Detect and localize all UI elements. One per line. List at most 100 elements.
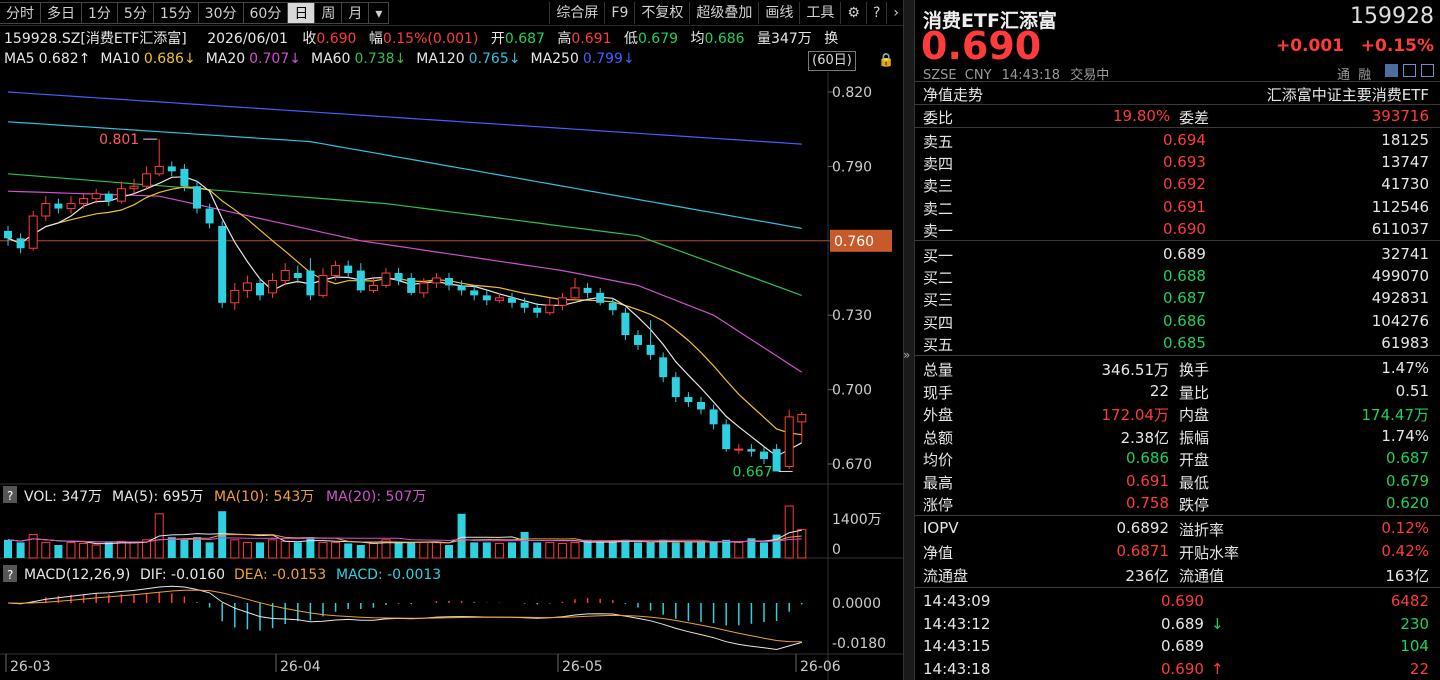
bid-row-0: 买一 0.689 32741: [915, 243, 1440, 266]
ma20-line: [7, 190, 803, 373]
ma-value-3: 0.738↓: [354, 51, 407, 67]
candle-body-down: [394, 273, 403, 281]
index-name: 汇添富中证主要消费ETF: [1266, 86, 1429, 104]
period-tab-7[interactable]: 日: [287, 1, 316, 24]
volume-bar-up: [280, 540, 290, 559]
stat-label: 流通盘: [923, 567, 969, 585]
candle-body-up: [734, 448, 744, 451]
candle-body-down: [193, 186, 201, 209]
toolbar-tool-2[interactable]: 不复权: [634, 1, 689, 24]
stat-label: 最高: [923, 473, 954, 492]
date-tick-label: 26-05: [562, 659, 603, 675]
candle-body-down: [356, 270, 365, 291]
candle-body-up: [142, 173, 152, 187]
volume-bar-up: [368, 542, 378, 559]
volume-bar-up: [318, 541, 328, 559]
toolbar-tool-1[interactable]: F9: [604, 1, 634, 24]
volume-bar-down: [104, 542, 113, 558]
tick-time: 14:43:18: [923, 659, 991, 678]
toolbar-tool-3[interactable]: 超级叠加: [689, 1, 758, 24]
volume-bar-down: [760, 542, 768, 558]
bid-price: 0.685: [1163, 333, 1206, 352]
candle-body-up: [419, 282, 429, 294]
period-tab-2[interactable]: 1分: [81, 1, 118, 24]
period-tab-8[interactable]: 周: [314, 1, 343, 24]
close-value: 0.690: [316, 31, 357, 47]
volume-bar-down: [772, 534, 781, 558]
period-tab-4[interactable]: 15分: [152, 1, 199, 24]
period-tab-3[interactable]: 5分: [116, 1, 154, 24]
market-status-line: SZSE CNY 14:43:18 交易中: [923, 64, 1109, 83]
stat-value: 2.38亿: [1120, 428, 1169, 447]
volume-bar-up: [79, 542, 89, 559]
bid-volume: 492831: [1371, 289, 1429, 308]
popout-icon[interactable]: [1421, 64, 1434, 77]
edit-icon[interactable]: [1385, 64, 1398, 77]
wb-value: 19.80%: [1113, 107, 1171, 125]
candle-body-down: [747, 449, 756, 452]
volume-bar-up: [570, 541, 580, 559]
toolbar-tool-5[interactable]: 工具: [799, 1, 840, 24]
candle-body-down: [482, 295, 491, 301]
period-toolbar: 分时 多日 1分 5分 15分 30分 60分日周月 ▾ 综合屏 F9 不复权 超级叠加 画线 工具 ⚙? ›: [0, 0, 905, 26]
wc-value: 393716: [1371, 107, 1429, 125]
ask-volume: 18125: [1381, 131, 1429, 149]
stat-label: 均价: [923, 451, 954, 469]
toolbar-tool-0[interactable]: 综合屏: [549, 1, 604, 24]
nav-trend-link[interactable]: 净值走势: [923, 86, 984, 104]
lock-icon[interactable]: 🔒: [878, 53, 895, 68]
collapse-arrow-icon[interactable]: »: [903, 348, 911, 362]
stat-label: 量比: [1179, 383, 1210, 402]
candle-body-down: [659, 357, 668, 378]
vol-help-glyph: ?: [7, 489, 13, 503]
ma-label-3: MA60: [310, 51, 351, 67]
ask-label: 卖二: [923, 199, 954, 218]
volume-bar-down: [457, 513, 466, 558]
vol-ma10-label: MA(10): 543万: [214, 489, 314, 505]
macd-help-button[interactable]: [3, 565, 17, 582]
vol-help-button[interactable]: [3, 486, 17, 503]
ask-volume: 611037: [1371, 219, 1429, 238]
gear-icon[interactable]: ⚙: [840, 1, 866, 24]
high-value: 0.691: [571, 31, 612, 47]
candle-body-down: [508, 297, 516, 303]
window-icon[interactable]: [1403, 64, 1416, 77]
stat-row-2: 外盘 172.04万 内盘 174.47万: [915, 402, 1440, 425]
period-tab-0[interactable]: 分时: [0, 1, 41, 24]
period-tab-6[interactable]: 60分: [242, 1, 289, 24]
period-tab-5[interactable]: 30分: [197, 1, 244, 24]
tick-volume: 6482: [1390, 592, 1429, 610]
candle-body-up: [331, 265, 341, 277]
candle-body-down: [16, 238, 25, 249]
stat-value: 163亿: [1385, 567, 1429, 585]
bid-label: 买一: [923, 247, 954, 265]
tick-time: 14:43:15: [923, 637, 991, 655]
stat-row-5: 最高 0.691 最低 0.679: [915, 470, 1440, 493]
bid-volume: 61983: [1381, 333, 1429, 352]
stat-label: 振幅: [1179, 428, 1210, 447]
bid-volume: 32741: [1381, 245, 1429, 263]
period-dropdown-icon[interactable]: ▾: [368, 1, 390, 24]
panel-divider[interactable]: [903, 0, 914, 680]
tick-time: 14:43:12: [923, 614, 991, 633]
period-tab-9[interactable]: 月: [341, 1, 370, 24]
volume-bar-down: [508, 542, 516, 558]
candle-body-down: [608, 302, 617, 311]
bid-price: 0.689: [1163, 245, 1206, 263]
change-label: 幅: [368, 31, 383, 47]
period-tab-1[interactable]: 多日: [40, 1, 82, 24]
chevron-right-icon[interactable]: ›: [886, 1, 905, 24]
candle-body-down: [583, 287, 592, 293]
candle-body-up: [242, 282, 252, 291]
stat-value: 0.686: [1126, 449, 1169, 467]
candle-body-down: [520, 302, 529, 308]
tick-row-2: 14:43:15 0.689 104: [915, 635, 1440, 658]
candle-body-down: [760, 451, 768, 460]
help-icon[interactable]: ?: [865, 1, 886, 24]
kline-chart[interactable]: 0.820 0.790 0.730 0.700 0.670 0.760 0.801 0.667…: [0, 72, 905, 680]
toolbar-tool-4[interactable]: 画线: [758, 1, 799, 24]
ma-window-button[interactable]: (60日): [808, 51, 856, 71]
tag-tong: 通: [1337, 68, 1351, 83]
ask-row-2: 卖三 0.692 41730: [915, 173, 1440, 196]
vol-label: VOL: 347万: [24, 489, 102, 505]
